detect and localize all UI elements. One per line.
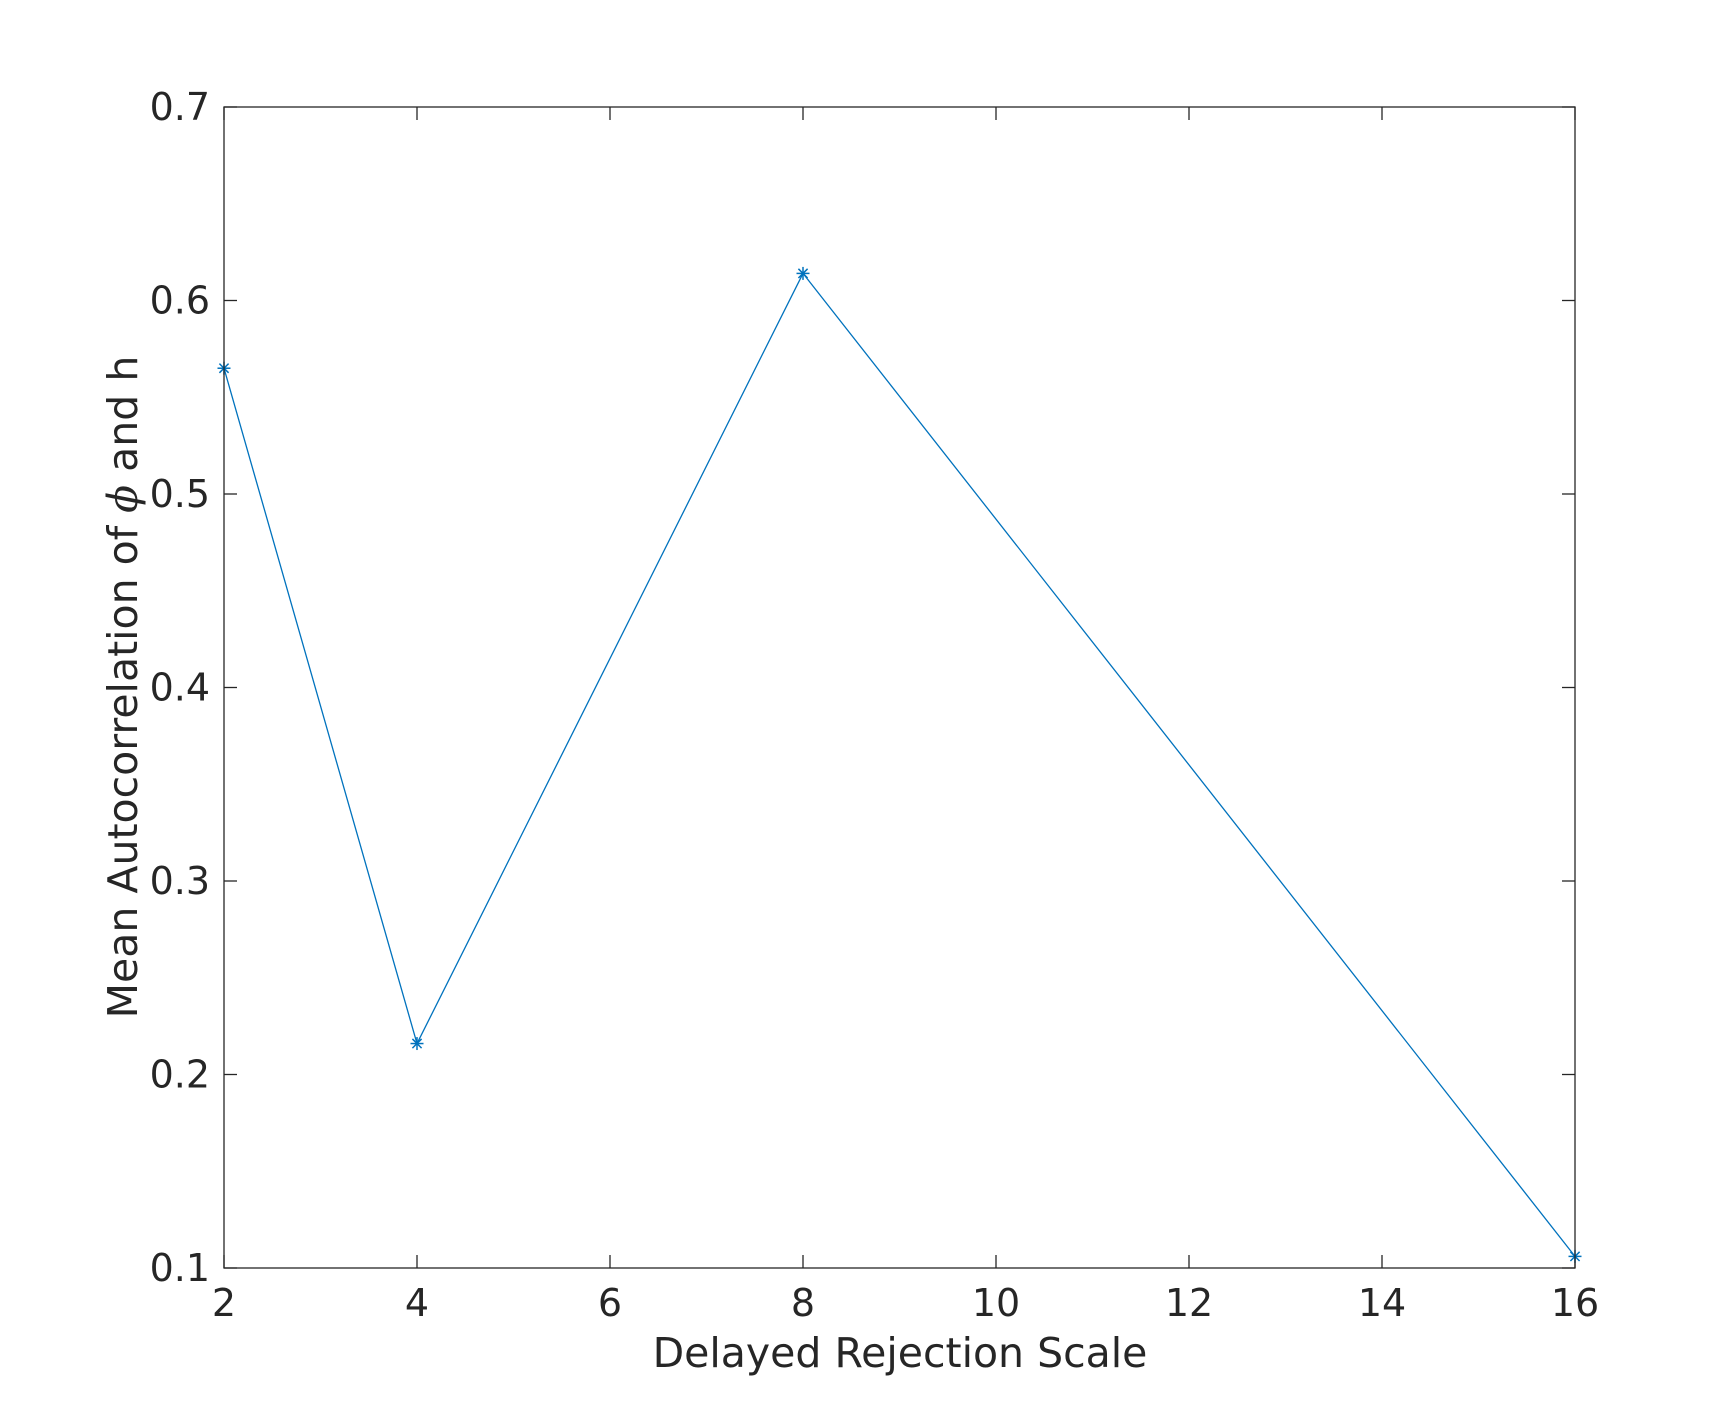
y-tick-label: 0.7 [150,85,210,129]
y-tick-label: 0.3 [150,859,210,903]
plot-area [224,107,1575,1268]
x-tick-label: 10 [972,1281,1020,1325]
y-axis-title: Mean Autocorrelation of ϕ and h [99,356,147,1019]
x-tick-label: 2 [212,1281,236,1325]
labels-layer: 2 4 6 8 10 12 14 16 0.1 0.2 0.3 0.4 0.5 0.6 0.7 [150,85,1600,1325]
x-tick-label: 8 [791,1281,815,1325]
x-tick-label: 16 [1551,1281,1599,1325]
y-tick-label: 0.1 [150,1246,210,1290]
y-axis-title-text-after: and h [99,356,147,485]
plot-frame [223,106,1576,1269]
y-tick-label: 0.2 [150,1053,210,1097]
x-tick-label: 14 [1358,1281,1406,1325]
y-axis-title-text-before: Mean Autocorrelation of [99,513,147,1019]
x-tick-label: 12 [1165,1281,1213,1325]
y-tick-label: 0.6 [150,279,210,323]
x-tick-label: 6 [598,1281,622,1325]
x-tick-label: 4 [405,1281,429,1325]
data-point-marker [410,1037,424,1051]
y-tick-label: 0.4 [150,666,210,710]
x-axis-title: Delayed Rejection Scale [653,1329,1148,1377]
y-tick-label: 0.5 [150,472,210,516]
y-axis-title-symbol: ϕ [99,485,147,513]
series-line [223,272,1576,1257]
data-point-marker [796,266,810,280]
